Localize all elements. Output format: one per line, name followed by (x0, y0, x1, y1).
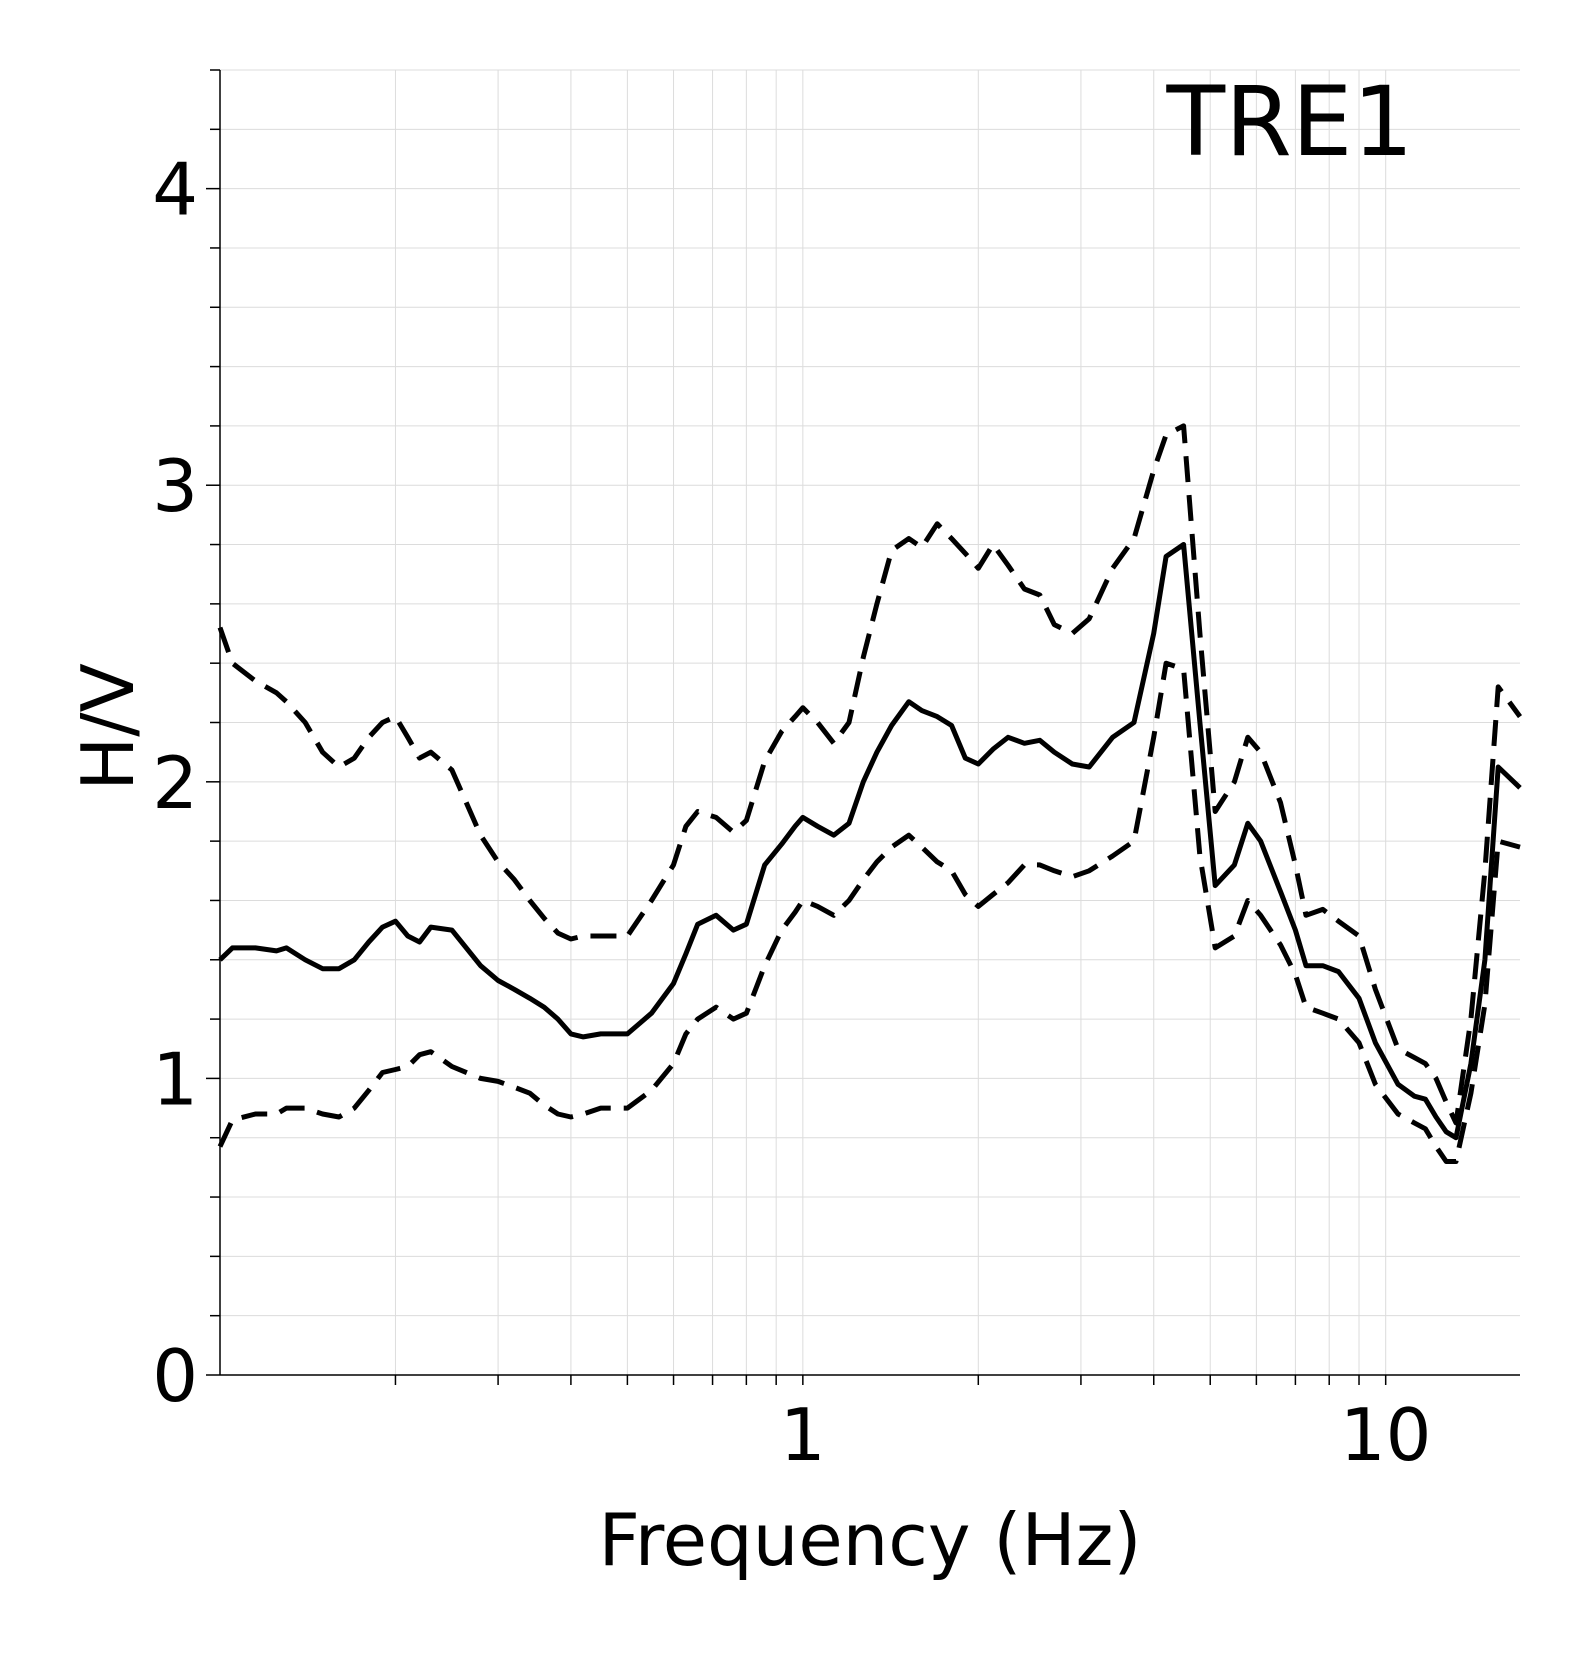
y-tick-label: 0 (152, 1334, 198, 1418)
series (217, 423, 1523, 1164)
y-tick-label: 4 (152, 148, 198, 232)
y-tick-label: 1 (152, 1037, 198, 1121)
y-tick-label: 3 (152, 444, 198, 528)
y-axis-title: H/V (66, 663, 150, 791)
x-tick-label: 1 (780, 1393, 826, 1477)
mean-hv-line (218, 542, 1522, 1141)
lower-bound-line (217, 660, 1521, 1164)
upper-bound-line (217, 423, 1523, 1126)
x-axis-title: Frequency (Hz) (599, 1498, 1142, 1582)
ticks: 0 1 2 3 4 1 10 (152, 69, 1432, 1477)
x-tick-label: 10 (1340, 1393, 1432, 1477)
y-tick-label: 2 (152, 741, 198, 825)
chart-title: TRE1 (1165, 66, 1413, 178)
grid (219, 69, 1520, 1376)
